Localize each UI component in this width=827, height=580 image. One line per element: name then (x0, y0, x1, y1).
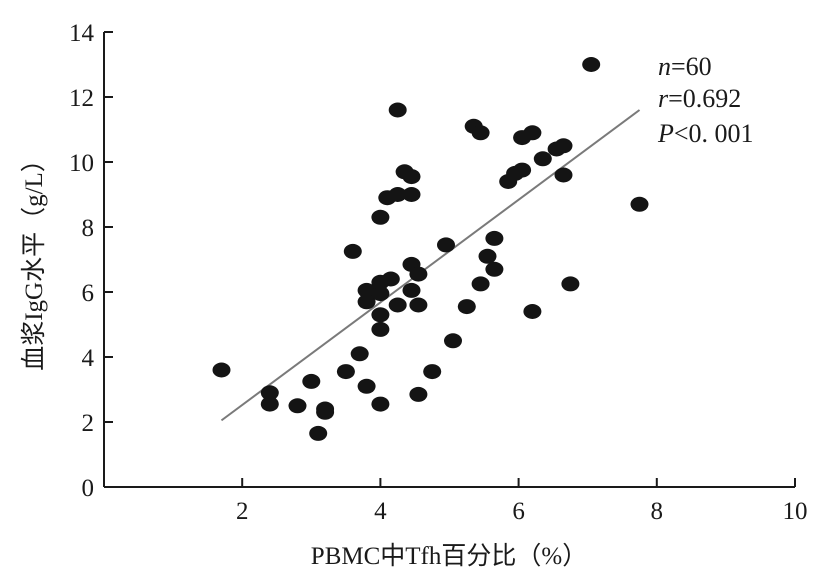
data-point-20 (371, 209, 390, 225)
y-tick-label-4: 4 (82, 345, 95, 372)
x-tick-label-4: 4 (374, 498, 387, 525)
y-tick-label-0: 0 (82, 475, 95, 502)
data-point-2 (260, 385, 279, 401)
data-point-33 (409, 386, 428, 402)
data-point-37 (457, 299, 476, 315)
data-point-1 (212, 362, 231, 378)
data-point-3 (260, 396, 279, 412)
data-point-8 (316, 404, 335, 420)
trendline (220, 109, 641, 422)
data-point-13 (357, 282, 376, 298)
stat-r-label: r (658, 84, 669, 113)
stat-p-label: P (657, 119, 674, 148)
data-point-39 (471, 125, 490, 141)
points-group (212, 57, 649, 441)
data-point-48 (523, 125, 542, 141)
data-point-50 (533, 151, 552, 167)
data-point-31 (409, 266, 428, 282)
data-point-14 (357, 294, 376, 310)
data-point-17 (371, 307, 390, 323)
plot-area: 2 4 6 8 10 0 2 4 6 8 10 12 14 (69, 20, 808, 525)
stat-r-value: =0.692 (668, 84, 741, 113)
data-point-43 (485, 230, 504, 246)
stats-annotation: n=60 r=0.692 P<0. 001 (657, 52, 754, 148)
data-point-40 (471, 276, 490, 292)
data-point-25 (388, 102, 407, 118)
stat-n-label: n (658, 52, 671, 81)
data-point-4 (288, 398, 307, 414)
data-point-46 (513, 162, 532, 178)
stat-n: n=60 (658, 52, 712, 81)
data-point-36 (444, 333, 462, 349)
x-tick-label-10: 10 (783, 498, 808, 525)
y-ticks-group: 0 2 4 6 8 10 12 14 (69, 20, 113, 502)
data-point-16 (371, 321, 390, 337)
x-axis-title: PBMC中Tfh百分比（%） (311, 542, 587, 570)
data-point-53 (554, 167, 573, 183)
x-ticks-group: 2 4 6 8 10 (236, 478, 808, 525)
y-axis-title: 血浆IgG水平（g/L） (20, 147, 48, 371)
data-point-34 (423, 364, 442, 380)
data-point-55 (582, 57, 601, 72)
data-point-22 (381, 271, 400, 287)
x-tick-label-8: 8 (651, 498, 664, 525)
x-tick-label-6: 6 (512, 498, 525, 525)
stat-n-value: =60 (671, 52, 712, 81)
stat-r: r=0.692 (658, 84, 741, 113)
y-tick-label-12: 12 (69, 85, 94, 112)
stat-p: P<0. 001 (657, 119, 754, 148)
data-point-35 (437, 237, 455, 253)
data-point-5 (302, 373, 321, 389)
data-point-28 (402, 187, 421, 202)
data-point-23 (388, 297, 407, 313)
data-point-41 (478, 248, 497, 264)
data-point-18 (371, 286, 390, 302)
data-point-10 (343, 243, 362, 259)
data-point-42 (485, 261, 504, 277)
y-tick-label-8: 8 (82, 215, 95, 242)
data-point-15 (371, 396, 390, 412)
data-point-56 (630, 196, 649, 212)
data-point-54 (561, 276, 580, 292)
data-point-24 (388, 187, 407, 202)
data-point-52 (554, 138, 573, 154)
data-point-30 (402, 282, 421, 298)
data-point-27 (402, 169, 421, 185)
x-tick-label-2: 2 (236, 498, 249, 525)
stat-p-value: <0. 001 (674, 119, 754, 148)
data-point-6 (309, 425, 328, 441)
data-point-49 (523, 304, 542, 319)
y-tick-label-10: 10 (69, 150, 94, 177)
y-tick-label-14: 14 (69, 20, 95, 47)
data-point-32 (409, 297, 428, 313)
data-point-9 (336, 364, 355, 380)
data-point-11 (350, 346, 369, 362)
y-tick-label-6: 6 (82, 280, 95, 307)
y-tick-label-2: 2 (82, 410, 95, 437)
data-point-12 (357, 378, 376, 394)
